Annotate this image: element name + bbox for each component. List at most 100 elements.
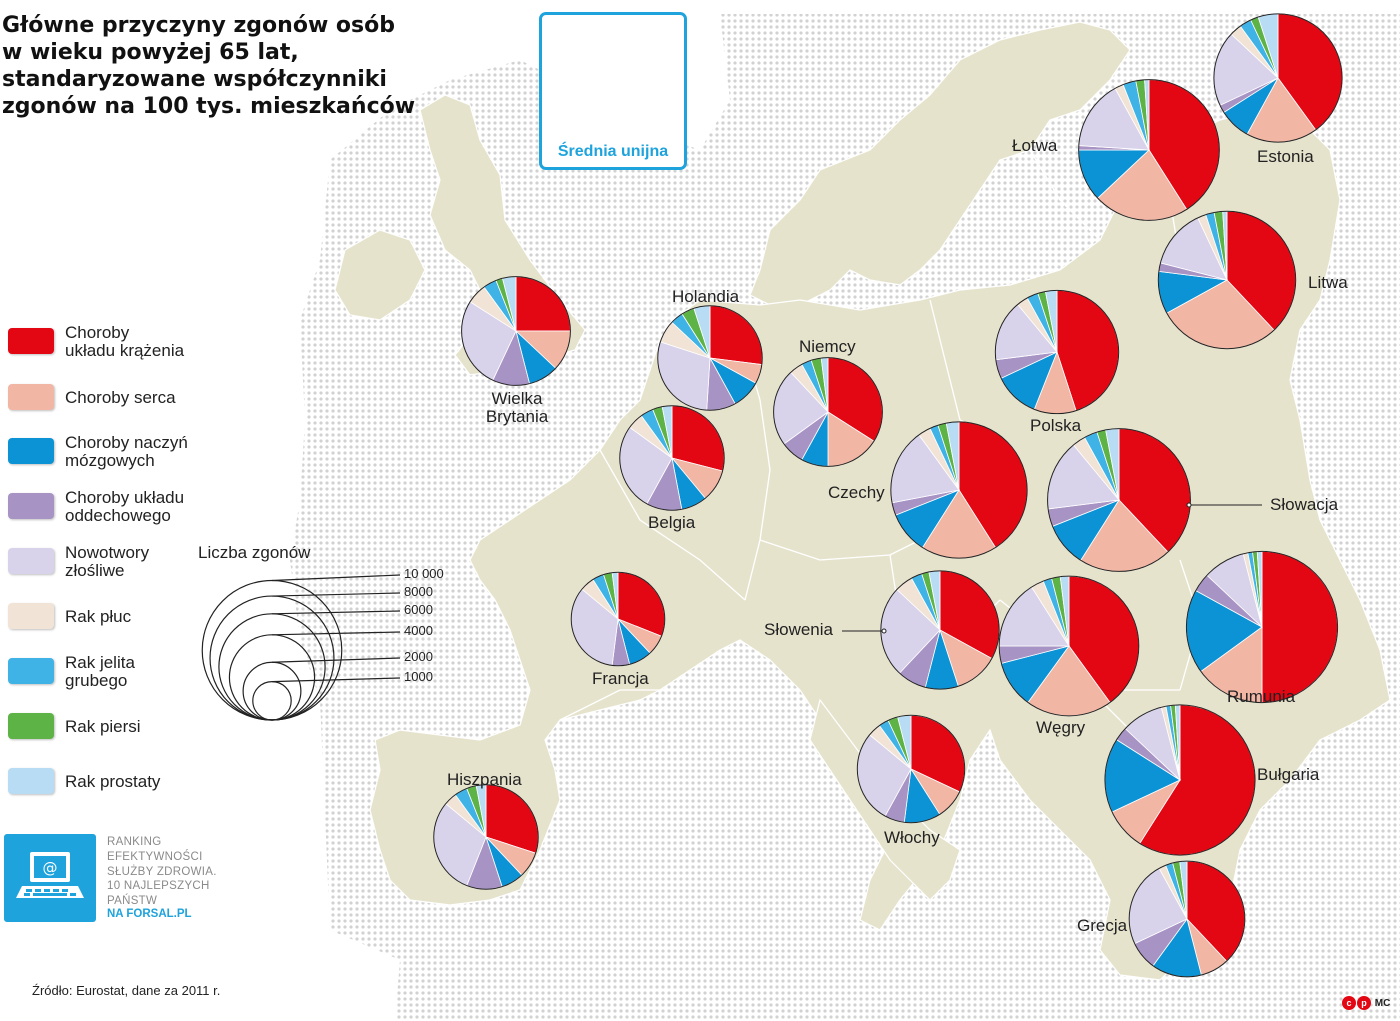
pie-outline [1104,704,1256,856]
scale-value: 2000 [404,649,433,664]
country-label-slovenia: Słowenia [764,620,833,639]
country-label-slovakia: Słowacja [1270,495,1339,514]
legend-label: Choroby układu krążenia [65,323,185,360]
pie-hiszpania [433,784,539,890]
pie-czechy [890,421,1028,559]
legend-label: Choroby serca [65,388,176,407]
country-label-czechia: Czechy [828,483,885,502]
scale-leader-line [271,657,401,663]
pie-litwa [1157,210,1297,350]
scale-value: 1000 [404,669,433,684]
pie-estonia [1213,13,1343,143]
pie-outline [880,570,1000,690]
legend-swatch [8,493,54,519]
legend-label: Rak piersi [65,717,141,736]
pie-belgia [619,405,725,511]
legend-item-neoplasms: Nowotwory złośliwe [6,540,206,580]
pie-outline [657,305,763,411]
scale-value: 8000 [404,584,433,599]
pie-bułgaria [1104,704,1256,856]
country-label-uk: Wielka Brytania [485,389,549,426]
pie-rumunia [1185,550,1339,704]
leader-dot [881,628,887,634]
country-label-romania: Rumunia [1227,687,1296,706]
pie-outline [570,571,666,667]
legend-item-cerebrovascular: Choroby naczyń mózgowych [6,430,206,470]
copyright-c-icon: c [1342,996,1356,1010]
scale-circle [252,681,292,721]
scale-value: 4000 [404,623,433,638]
pie-outline [994,289,1120,415]
country-label-germany: Niemcy [799,337,856,356]
country-label-poland: Polska [1030,416,1082,435]
pie-outline [1078,79,1220,221]
country-label-latvia: Łotwa [1012,136,1058,155]
pie-włochy [856,714,966,824]
country-label-bulgaria: Bułgaria [1257,765,1320,784]
legend-swatch [8,548,54,574]
pie-węgry [998,575,1140,717]
scale-leader-line [271,574,401,582]
legend-label: Rak jelita grubego [65,653,135,690]
pie-grecja [1128,860,1246,978]
pie-outline [1213,13,1343,143]
svg-text:@: @ [43,859,58,877]
scale-circles [201,574,401,721]
laptop-icon: @ [4,834,96,922]
pie-outline [998,575,1140,717]
pie-wielka-brytania [461,276,571,386]
country-label-france: Francja [592,669,649,688]
eu-average-box: Średnia unijna [539,12,687,170]
legend-item-lung: Rak płuc [6,595,206,635]
pie-łotwa [1078,79,1220,221]
scandinavia-land [749,21,1131,311]
promo-block[interactable]: @ RANKING EFEKTYWNOŚCI SŁUŻBY ZDROWIA. 1… [4,834,234,924]
country-label-lithuania: Litwa [1308,273,1348,292]
pie-outline [773,357,883,467]
scale-circle [228,634,316,721]
source-note: Źródło: Eurostat, dane za 2011 r. [32,983,221,998]
legend-swatch [8,768,54,794]
scale-value: 6000 [404,602,433,617]
pie-francja [570,571,666,667]
legend-item-prostate: Rak prostaty [6,760,206,800]
page-title: Główne przyczyny zgonów osób w wieku pow… [2,13,416,119]
country-label-italy: Włochy [884,828,940,847]
legend-label: Nowotwory złośliwe [65,543,150,580]
promo-text: RANKING EFEKTYWNOŚCI SŁUŻBY ZDROWIA. 10 … [107,836,217,908]
scale-leader-line [271,592,401,597]
country-label-hungary: Węgry [1036,718,1086,737]
country-label-belgium: Belgia [648,513,696,532]
scale-circle [242,661,302,721]
legend-label: Rak prostaty [65,772,161,791]
pie-outline [1157,210,1297,350]
legend-item-colorectal: Rak jelita grubego [6,650,206,690]
pie-niemcy [773,357,883,467]
pie-polska [994,289,1120,415]
legend-item-heart: Choroby serca [6,376,206,416]
pie-outline [1185,550,1339,704]
pie-outline [856,714,966,824]
legend-swatch [8,438,54,464]
country-label-estonia: Estonia [1257,147,1314,166]
legend-swatch [8,713,54,739]
pie-holandia [657,305,763,411]
scale-title: Liczba zgonów [198,543,311,562]
ireland-land [334,229,426,321]
pie-słowacja [1047,428,1191,572]
pie-outline [619,405,725,511]
legend-item-breast: Rak piersi [6,705,206,745]
pie-outline [461,276,571,386]
legend-item-respiratory: Choroby układu oddechowego [6,485,206,525]
leader-dot [1186,502,1192,508]
scale-leader-line [271,631,401,636]
pie-outline [1047,428,1191,572]
legend-label: Choroby układu oddechowego [65,488,185,525]
scale-leader-line [271,677,401,683]
promo-link[interactable]: NA FORSAL.PL [107,908,192,920]
legend-swatch [8,384,54,410]
scale-leader-line [271,610,401,615]
country-label-netherlands: Holandia [672,287,740,306]
